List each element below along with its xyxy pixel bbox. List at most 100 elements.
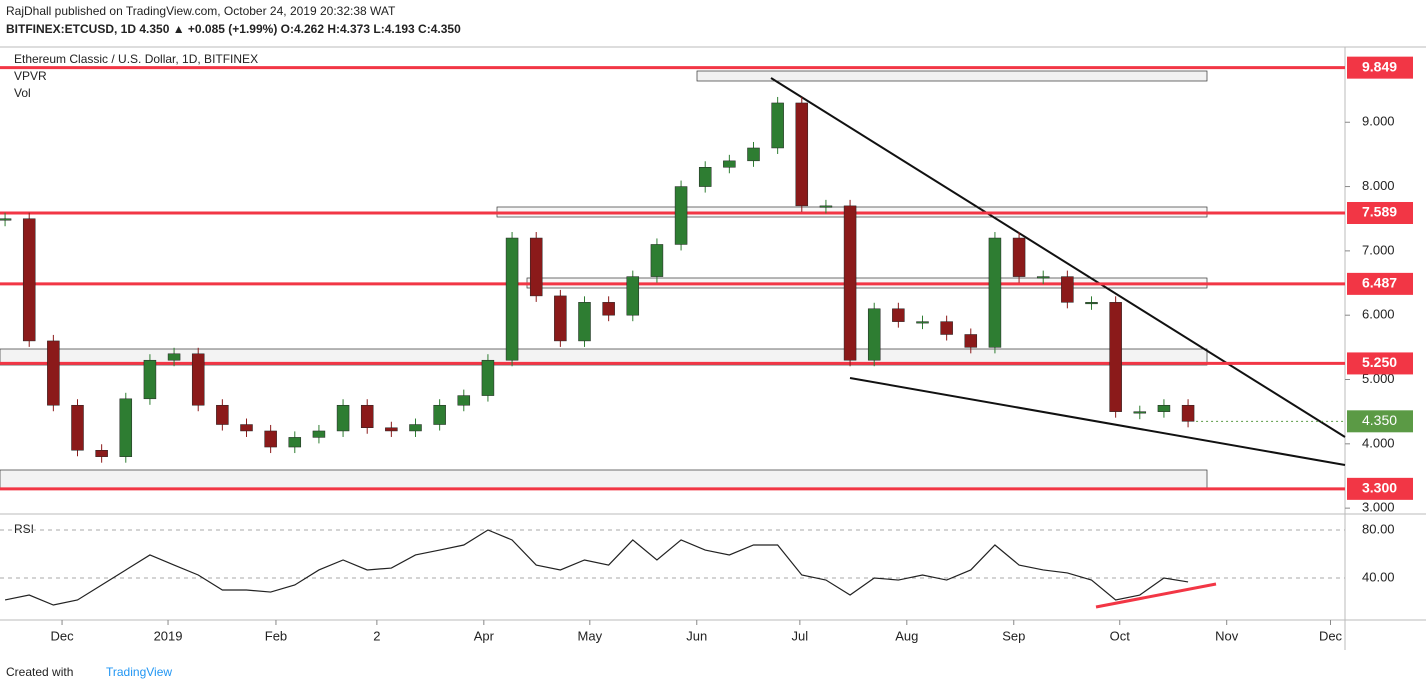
level-tag <box>1347 477 1413 500</box>
y-tick-label: 9.000 <box>1362 114 1395 129</box>
x-tick-label: 2019 <box>154 628 183 643</box>
x-tick-label: Jul <box>792 628 809 643</box>
x-tick-label: Apr <box>474 628 495 643</box>
rsi-line <box>4 529 1189 606</box>
level-label: 3.300 <box>1362 480 1397 496</box>
candle <box>1133 411 1147 414</box>
rsi-trend-line <box>1095 582 1217 609</box>
candle <box>988 237 1002 348</box>
legend-vpvr: VPVR <box>14 69 47 83</box>
candle <box>1157 404 1171 412</box>
candle <box>143 359 157 400</box>
legend-symbol: Ethereum Classic / U.S. Dollar, 1D, BITF… <box>14 52 258 66</box>
candle <box>843 205 857 361</box>
candle <box>650 244 664 277</box>
footer-created: Created with <box>6 665 73 679</box>
y-tick-label: 3.000 <box>1362 500 1395 515</box>
candle <box>819 205 833 208</box>
candle <box>1036 276 1050 279</box>
candle <box>940 321 953 335</box>
x-tick-label: Dec <box>1319 628 1343 643</box>
candle <box>578 302 591 342</box>
candle <box>602 302 615 316</box>
x-tick-label: Oct <box>1110 628 1131 643</box>
trend-line <box>849 377 1346 466</box>
level-tag <box>1347 352 1413 375</box>
x-tick-label: Nov <box>1215 628 1239 643</box>
candle <box>723 160 736 168</box>
level-tag <box>1347 272 1413 295</box>
level-label: 9.849 <box>1362 58 1397 74</box>
candle <box>674 186 688 245</box>
legend-rsi: RSI <box>14 522 34 536</box>
publish-line: RajDhall published on TradingView.com, O… <box>6 4 396 18</box>
footer-brand: TradingView <box>106 665 172 679</box>
x-tick-label: 2 <box>373 628 380 643</box>
candle <box>964 334 978 348</box>
candle <box>95 450 108 457</box>
candle <box>22 218 36 342</box>
zone <box>0 348 1208 366</box>
candle <box>385 427 398 432</box>
candle <box>336 404 350 432</box>
candle <box>191 353 205 406</box>
x-tick-label: Jun <box>686 628 707 643</box>
candle <box>1181 404 1195 422</box>
candle <box>1109 302 1122 412</box>
candle <box>505 237 519 361</box>
level-label: 5.250 <box>1362 354 1397 370</box>
candle <box>360 404 374 428</box>
candle <box>216 404 229 425</box>
level-label: 7.589 <box>1362 204 1397 220</box>
candle <box>457 395 471 406</box>
candle <box>1085 302 1098 305</box>
candle <box>312 430 326 438</box>
candle <box>771 102 784 149</box>
trend-line <box>770 77 1346 438</box>
x-tick-label: May <box>578 628 603 643</box>
level-label: 6.487 <box>1362 275 1397 291</box>
zone <box>0 469 1208 490</box>
candle <box>529 237 543 297</box>
legend-vol: Vol <box>14 86 31 100</box>
candle <box>1061 276 1074 303</box>
candle <box>240 424 253 432</box>
last-price-label: 4.350 <box>1362 412 1397 428</box>
y-tick-label: 5.000 <box>1362 371 1395 386</box>
candle <box>916 321 929 324</box>
candle <box>795 102 809 207</box>
candle <box>288 437 302 448</box>
candle <box>867 308 881 361</box>
y-tick-label: 4.000 <box>1362 435 1395 450</box>
candle <box>47 340 60 406</box>
y-tick-label: 8.000 <box>1362 178 1395 193</box>
candle <box>626 276 640 316</box>
y-tick-label: 6.000 <box>1362 307 1395 322</box>
candle <box>119 398 133 457</box>
candle <box>1012 237 1026 277</box>
candle <box>167 353 181 361</box>
candle <box>264 430 277 448</box>
rsi-tick-label: 40.00 <box>1362 569 1395 584</box>
candle <box>698 167 712 187</box>
x-tick-label: Aug <box>895 628 918 643</box>
candle <box>481 359 495 396</box>
last-price-tag <box>1347 410 1413 433</box>
candle <box>747 147 760 162</box>
level-tag <box>1347 56 1413 79</box>
rsi-tick-label: 80.00 <box>1362 521 1395 536</box>
candle <box>433 404 446 425</box>
candle <box>554 295 567 342</box>
y-tick-label: 7.000 <box>1362 242 1395 257</box>
zone <box>696 70 1208 82</box>
candle <box>71 404 84 451</box>
candle <box>0 218 12 221</box>
x-tick-label: Feb <box>265 628 287 643</box>
candle <box>892 308 905 322</box>
symbol-line: BITFINEX:ETCUSD, 1D 4.350 ▲ +0.085 (+1.9… <box>6 22 461 36</box>
level-tag <box>1347 201 1413 224</box>
x-tick-label: Dec <box>50 628 74 643</box>
candle <box>409 424 422 432</box>
